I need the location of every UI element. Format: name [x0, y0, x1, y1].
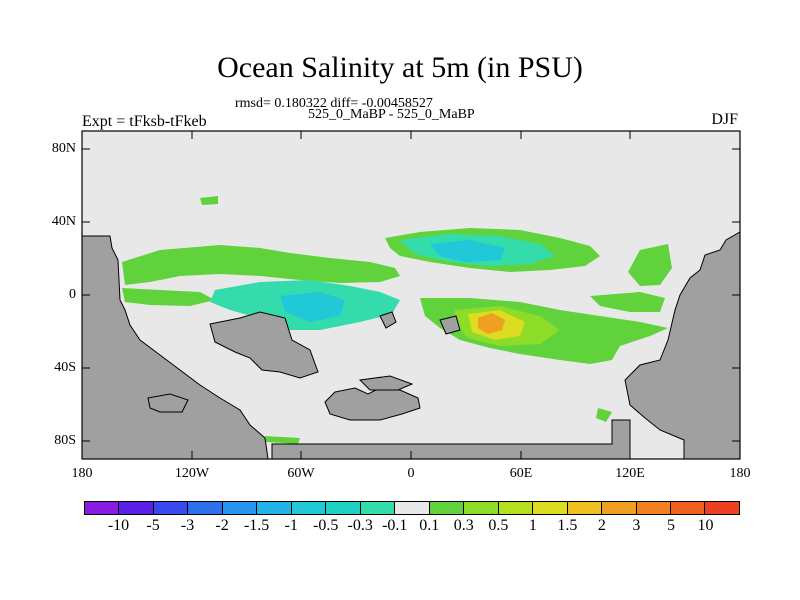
- small-south-patch: [265, 436, 300, 444]
- colorbar-label: -1: [284, 517, 298, 534]
- lon-label-60w: 60W: [287, 466, 315, 481]
- west-continent: [81, 235, 269, 460]
- colorbar-swatch: [257, 502, 292, 514]
- colorbar-label: 0.1: [419, 517, 440, 534]
- colorbar-label: 1: [528, 517, 537, 534]
- east-continent: [624, 231, 741, 460]
- map-panel: [81, 130, 741, 460]
- lat-label-80n: 80N: [51, 141, 76, 156]
- east-ocean-islet: [439, 315, 461, 335]
- colorbar-swatch: [567, 502, 603, 514]
- colorbar: [84, 501, 740, 515]
- stats-subtitle: rmsd= 0.180322 diff= -0.00458527: [235, 96, 433, 111]
- lon-label-180-east: 180: [729, 466, 751, 481]
- north-pacific-band: [122, 245, 400, 285]
- colorbar-label: -0.5: [313, 517, 339, 534]
- colorbar-swatch: [188, 502, 223, 514]
- colorbar-swatch: [153, 502, 189, 514]
- lat-label-40s: 40S: [54, 360, 76, 375]
- small-north-patch: [200, 196, 218, 205]
- lon-label-0: 0: [407, 466, 415, 481]
- colorbar-swatch: [326, 502, 361, 514]
- colorbar-swatch: [636, 502, 671, 514]
- colorbar-swatch: [360, 502, 396, 514]
- tropical-pacific-core: [280, 292, 345, 322]
- west-pacific-strip: [628, 244, 672, 286]
- colorbar-label: -5: [146, 517, 160, 534]
- colorbar-label: -1.5: [243, 517, 270, 534]
- colorbar-swatch: [705, 502, 739, 514]
- colorbar-swatch: [291, 502, 327, 514]
- colorbar-swatch: [464, 502, 499, 514]
- lat-label-0: 0: [69, 287, 76, 302]
- colorbar-swatch: [429, 502, 465, 514]
- southern-island: [324, 387, 421, 421]
- central-island: [209, 311, 319, 379]
- colorbar-label: -10: [107, 517, 130, 534]
- lon-label-120e: 120E: [615, 466, 645, 481]
- colorbar-label: 1.5: [557, 517, 578, 534]
- map-title: Ocean Salinity at 5m (in PSU): [217, 51, 583, 84]
- colorbar-label: 3: [632, 517, 641, 534]
- colorbar-label: 0.3: [453, 517, 474, 534]
- colorbar-swatch: [85, 502, 120, 514]
- lon-label-120w: 120W: [174, 466, 210, 481]
- tropical-east-patch: [590, 292, 665, 312]
- max-anomaly-regions: [478, 313, 505, 334]
- colorbar-swatch: [670, 502, 706, 514]
- colorbar-swatch: [498, 502, 534, 514]
- north-atlantic-core: [430, 240, 505, 262]
- lat-label-40n: 40N: [51, 214, 76, 229]
- southern-patch: [596, 408, 612, 422]
- colorbar-swatch: [533, 502, 568, 514]
- experiment-label: Expt = tFksb-tFkeb: [82, 113, 207, 130]
- colorbar-label: -3: [180, 517, 195, 534]
- mid-ocean-islet: [379, 311, 397, 329]
- colorbar-label: -0.3: [347, 517, 373, 534]
- colorbar-label: 0.5: [488, 517, 509, 534]
- colorbar-swatch: [222, 502, 258, 514]
- equatorial-east-pacific: [122, 288, 215, 306]
- antarctic-land: [147, 393, 189, 413]
- colorbar-label: 5: [666, 517, 675, 534]
- colorbar-label: 10: [697, 517, 714, 534]
- colorbar-swatch: [395, 502, 430, 514]
- colorbar-label: -2: [215, 517, 229, 534]
- colorbar-swatch: [119, 502, 154, 514]
- dates-subtitle: 525_0_MaBP - 525_0_MaBP: [308, 107, 475, 122]
- colorbar-swatch: [602, 502, 637, 514]
- lon-label-180-west: 180: [71, 466, 93, 481]
- season-label: DJF: [711, 111, 738, 128]
- axis-ticks: [82, 131, 740, 459]
- land-masses: [81, 231, 741, 460]
- colorbar-label: 2: [597, 517, 606, 534]
- colorbar-label: -0.1: [382, 517, 408, 534]
- lat-label-80s: 80S: [54, 433, 76, 448]
- negative-core-regions: [280, 240, 505, 322]
- small-southern-island: [358, 375, 414, 391]
- lon-label-60e: 60E: [509, 466, 533, 481]
- indian-ocean-max: [478, 313, 505, 334]
